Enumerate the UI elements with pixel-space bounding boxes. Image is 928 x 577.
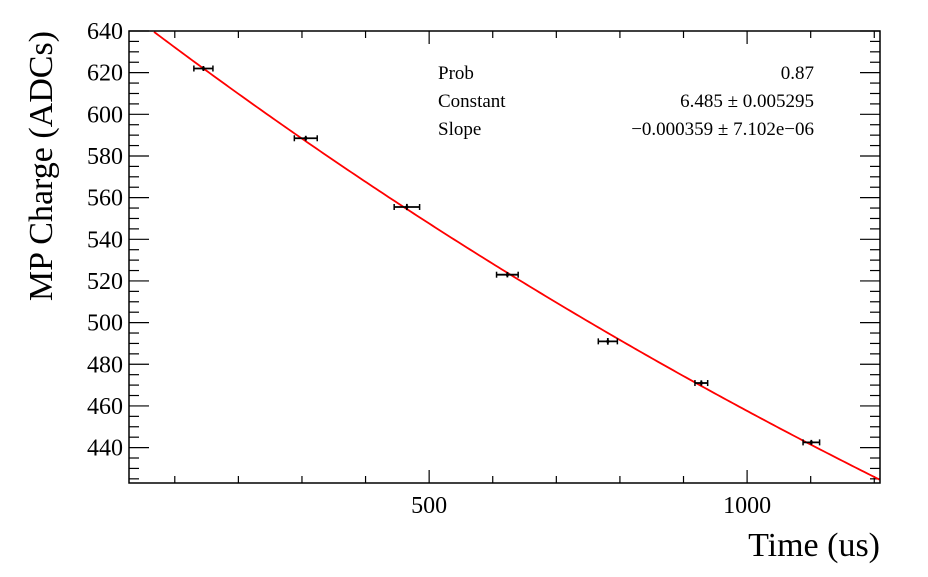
plot-frame xyxy=(128,30,881,484)
point-marker xyxy=(606,339,610,343)
stats-label-prob: Prob xyxy=(438,63,474,84)
stats-box: Prob 0.87 Constant 6.485 ± 0.005295 Slop… xyxy=(438,63,814,140)
y-tick-label: 620 xyxy=(87,61,123,87)
stats-value-prob: 0.87 xyxy=(781,63,814,84)
stats-label-constant: Constant xyxy=(438,91,506,112)
data-point xyxy=(393,203,421,211)
point-marker xyxy=(304,136,308,140)
y-tick-label: 440 xyxy=(87,436,123,462)
y-tick-label: 600 xyxy=(87,102,123,128)
data-point xyxy=(694,380,709,387)
y-tick-label: 640 xyxy=(87,19,123,45)
point-marker xyxy=(505,273,509,277)
y-tick-label: 580 xyxy=(87,144,123,170)
data-point xyxy=(802,439,821,446)
points-layer xyxy=(193,65,821,446)
y-tick-label: 540 xyxy=(87,227,123,253)
point-marker xyxy=(809,440,813,444)
stats-label-slope: Slope xyxy=(438,119,481,140)
point-marker xyxy=(201,66,206,71)
y-axis-title: MP Charge (ADCs) xyxy=(23,31,60,301)
y-tick-label: 560 xyxy=(87,186,123,212)
data-point xyxy=(293,135,318,142)
stats-value-constant: 6.485 ± 0.005295 xyxy=(680,91,814,112)
data-point xyxy=(597,338,619,345)
x-axis-title: Time (us) xyxy=(748,527,880,564)
point-marker xyxy=(699,381,703,385)
fit-line xyxy=(153,31,881,481)
y-tick-label: 460 xyxy=(87,394,123,420)
point-marker xyxy=(405,205,409,209)
labels-layer: 500 1000 440 460 480 500 520 540 560 580 600 620 640 xyxy=(87,19,771,519)
fit-layer xyxy=(153,31,881,481)
x-tick-label: 500 xyxy=(411,493,447,519)
stats-value-slope: −0.000359 ± 7.102e−06 xyxy=(631,119,814,140)
x-tick-label: 1000 xyxy=(723,493,771,519)
data-point xyxy=(193,65,214,72)
data-point xyxy=(495,271,519,278)
y-tick-label: 480 xyxy=(87,352,123,378)
y-tick-label: 500 xyxy=(87,311,123,337)
y-tick-label: 520 xyxy=(87,269,123,295)
